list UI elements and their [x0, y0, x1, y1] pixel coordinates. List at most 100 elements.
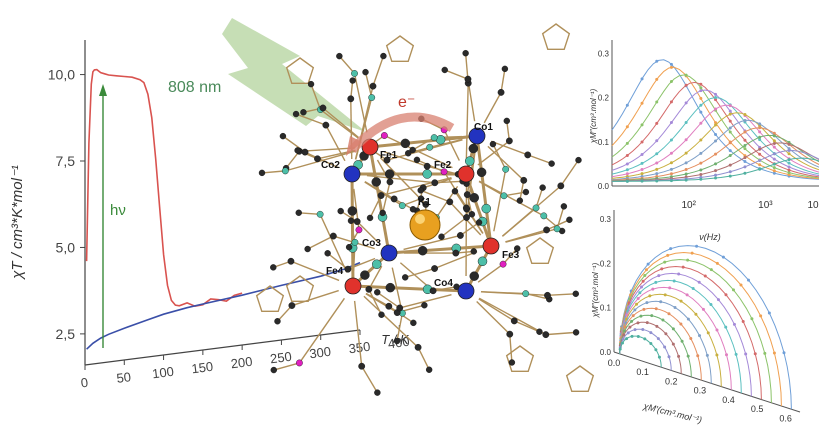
cole-cole-point	[658, 356, 661, 359]
ligand-atom	[325, 250, 331, 256]
ligand-bond	[339, 56, 354, 73]
cp-ring	[387, 36, 414, 61]
ligand-atom	[394, 338, 400, 344]
ligand-atom	[566, 217, 572, 223]
ligand-atom	[432, 180, 438, 186]
x-tick-label: 50	[116, 369, 132, 386]
cole-cole-point	[692, 287, 695, 290]
carbon-atom	[418, 246, 427, 255]
cole-cole-point	[733, 323, 736, 326]
metal-label: Co4	[434, 278, 453, 289]
cole-cole-point	[660, 267, 663, 270]
ligand-atom	[296, 360, 302, 366]
cole-cole-point	[640, 286, 643, 289]
cole-cole-point	[650, 314, 653, 317]
ligand-atom	[523, 290, 529, 296]
cole-cole-point	[782, 351, 785, 354]
ligand-atom	[354, 218, 360, 224]
ligand-atom	[424, 163, 430, 169]
cole-cole-point	[633, 308, 636, 311]
ligand-atom	[573, 329, 579, 335]
cole-cole-point	[689, 337, 692, 340]
cole-cole-point	[759, 314, 762, 317]
ligand-atom	[500, 261, 506, 267]
ligand-atom	[575, 157, 581, 163]
ac-point	[714, 153, 717, 156]
cole-cole-point	[677, 355, 680, 358]
ligand-atom	[509, 359, 515, 365]
cole-cole-point	[763, 352, 766, 355]
fe4-atom	[345, 278, 361, 294]
ligand-atom	[381, 132, 387, 138]
ac-point	[773, 152, 776, 155]
ligand-bond	[561, 160, 579, 186]
carbon-atom	[360, 271, 369, 280]
ligand-bond	[502, 208, 536, 236]
metal-label: Fe2	[434, 160, 452, 171]
ligand-atom	[476, 220, 482, 226]
ligand-bond	[478, 264, 503, 282]
ligand-bond	[501, 69, 505, 93]
ligand-atom	[320, 105, 326, 111]
cole-cole-point	[630, 320, 633, 323]
ac-point	[743, 113, 746, 116]
ac-point	[670, 100, 673, 103]
ac-point	[743, 165, 746, 168]
ac-point	[699, 89, 702, 92]
metal-label: Fe4	[326, 266, 344, 277]
ac-point	[714, 174, 717, 177]
nitrogen-atom	[478, 257, 487, 266]
ligand-atom	[397, 305, 403, 311]
cole-cole-point	[686, 293, 689, 296]
ligand-atom	[366, 286, 372, 292]
ac-point	[729, 149, 732, 152]
ligand-bond	[320, 214, 347, 272]
series-line-ground	[87, 263, 360, 350]
cole-cole-point	[649, 342, 652, 345]
cole-cole-point	[632, 314, 635, 317]
ac-point	[699, 173, 702, 176]
ac-point	[773, 163, 776, 166]
ac-point	[699, 138, 702, 141]
nitrogen-atom	[482, 204, 491, 213]
ac-point	[729, 126, 732, 129]
ac-point	[729, 170, 732, 173]
ac-point	[773, 142, 776, 145]
cole-cole-point	[750, 317, 753, 320]
cole-cole-point	[648, 294, 651, 297]
cole-cole-point	[655, 307, 658, 310]
ligand-bond	[460, 223, 479, 236]
ac-point	[699, 104, 702, 107]
ac-point	[729, 154, 732, 157]
ligand-atom	[523, 189, 529, 195]
ligand-atom	[378, 192, 384, 198]
ac-point	[685, 173, 688, 176]
ligand-atom	[463, 50, 469, 56]
chart3-x-ticks: 0.00.10.20.30.40.50.6	[608, 358, 792, 423]
ligand-atom	[295, 147, 301, 153]
cole-cole-curve	[620, 301, 712, 383]
y-tick-label: 7,5	[56, 153, 76, 169]
ac-point	[626, 142, 629, 145]
ac-point	[670, 139, 673, 142]
ligand-bond	[479, 299, 515, 321]
cole-cole-curve	[620, 294, 722, 386]
ac-point	[788, 169, 791, 172]
cole-cole-point	[655, 325, 658, 328]
co3-atom	[381, 245, 397, 261]
ligand-atom	[415, 344, 421, 350]
ac-point	[626, 154, 629, 157]
ac-point	[685, 161, 688, 164]
carbon-atom	[348, 206, 357, 215]
electron-label: e⁻	[398, 94, 415, 111]
ac-point	[670, 121, 673, 124]
ac-point	[758, 163, 761, 166]
ligand-atom	[380, 210, 386, 216]
cole-cole-point	[634, 328, 637, 331]
bonds	[257, 24, 594, 393]
ligand-atom	[300, 109, 306, 115]
ac-point	[729, 175, 732, 178]
ligand-atom	[346, 244, 352, 250]
